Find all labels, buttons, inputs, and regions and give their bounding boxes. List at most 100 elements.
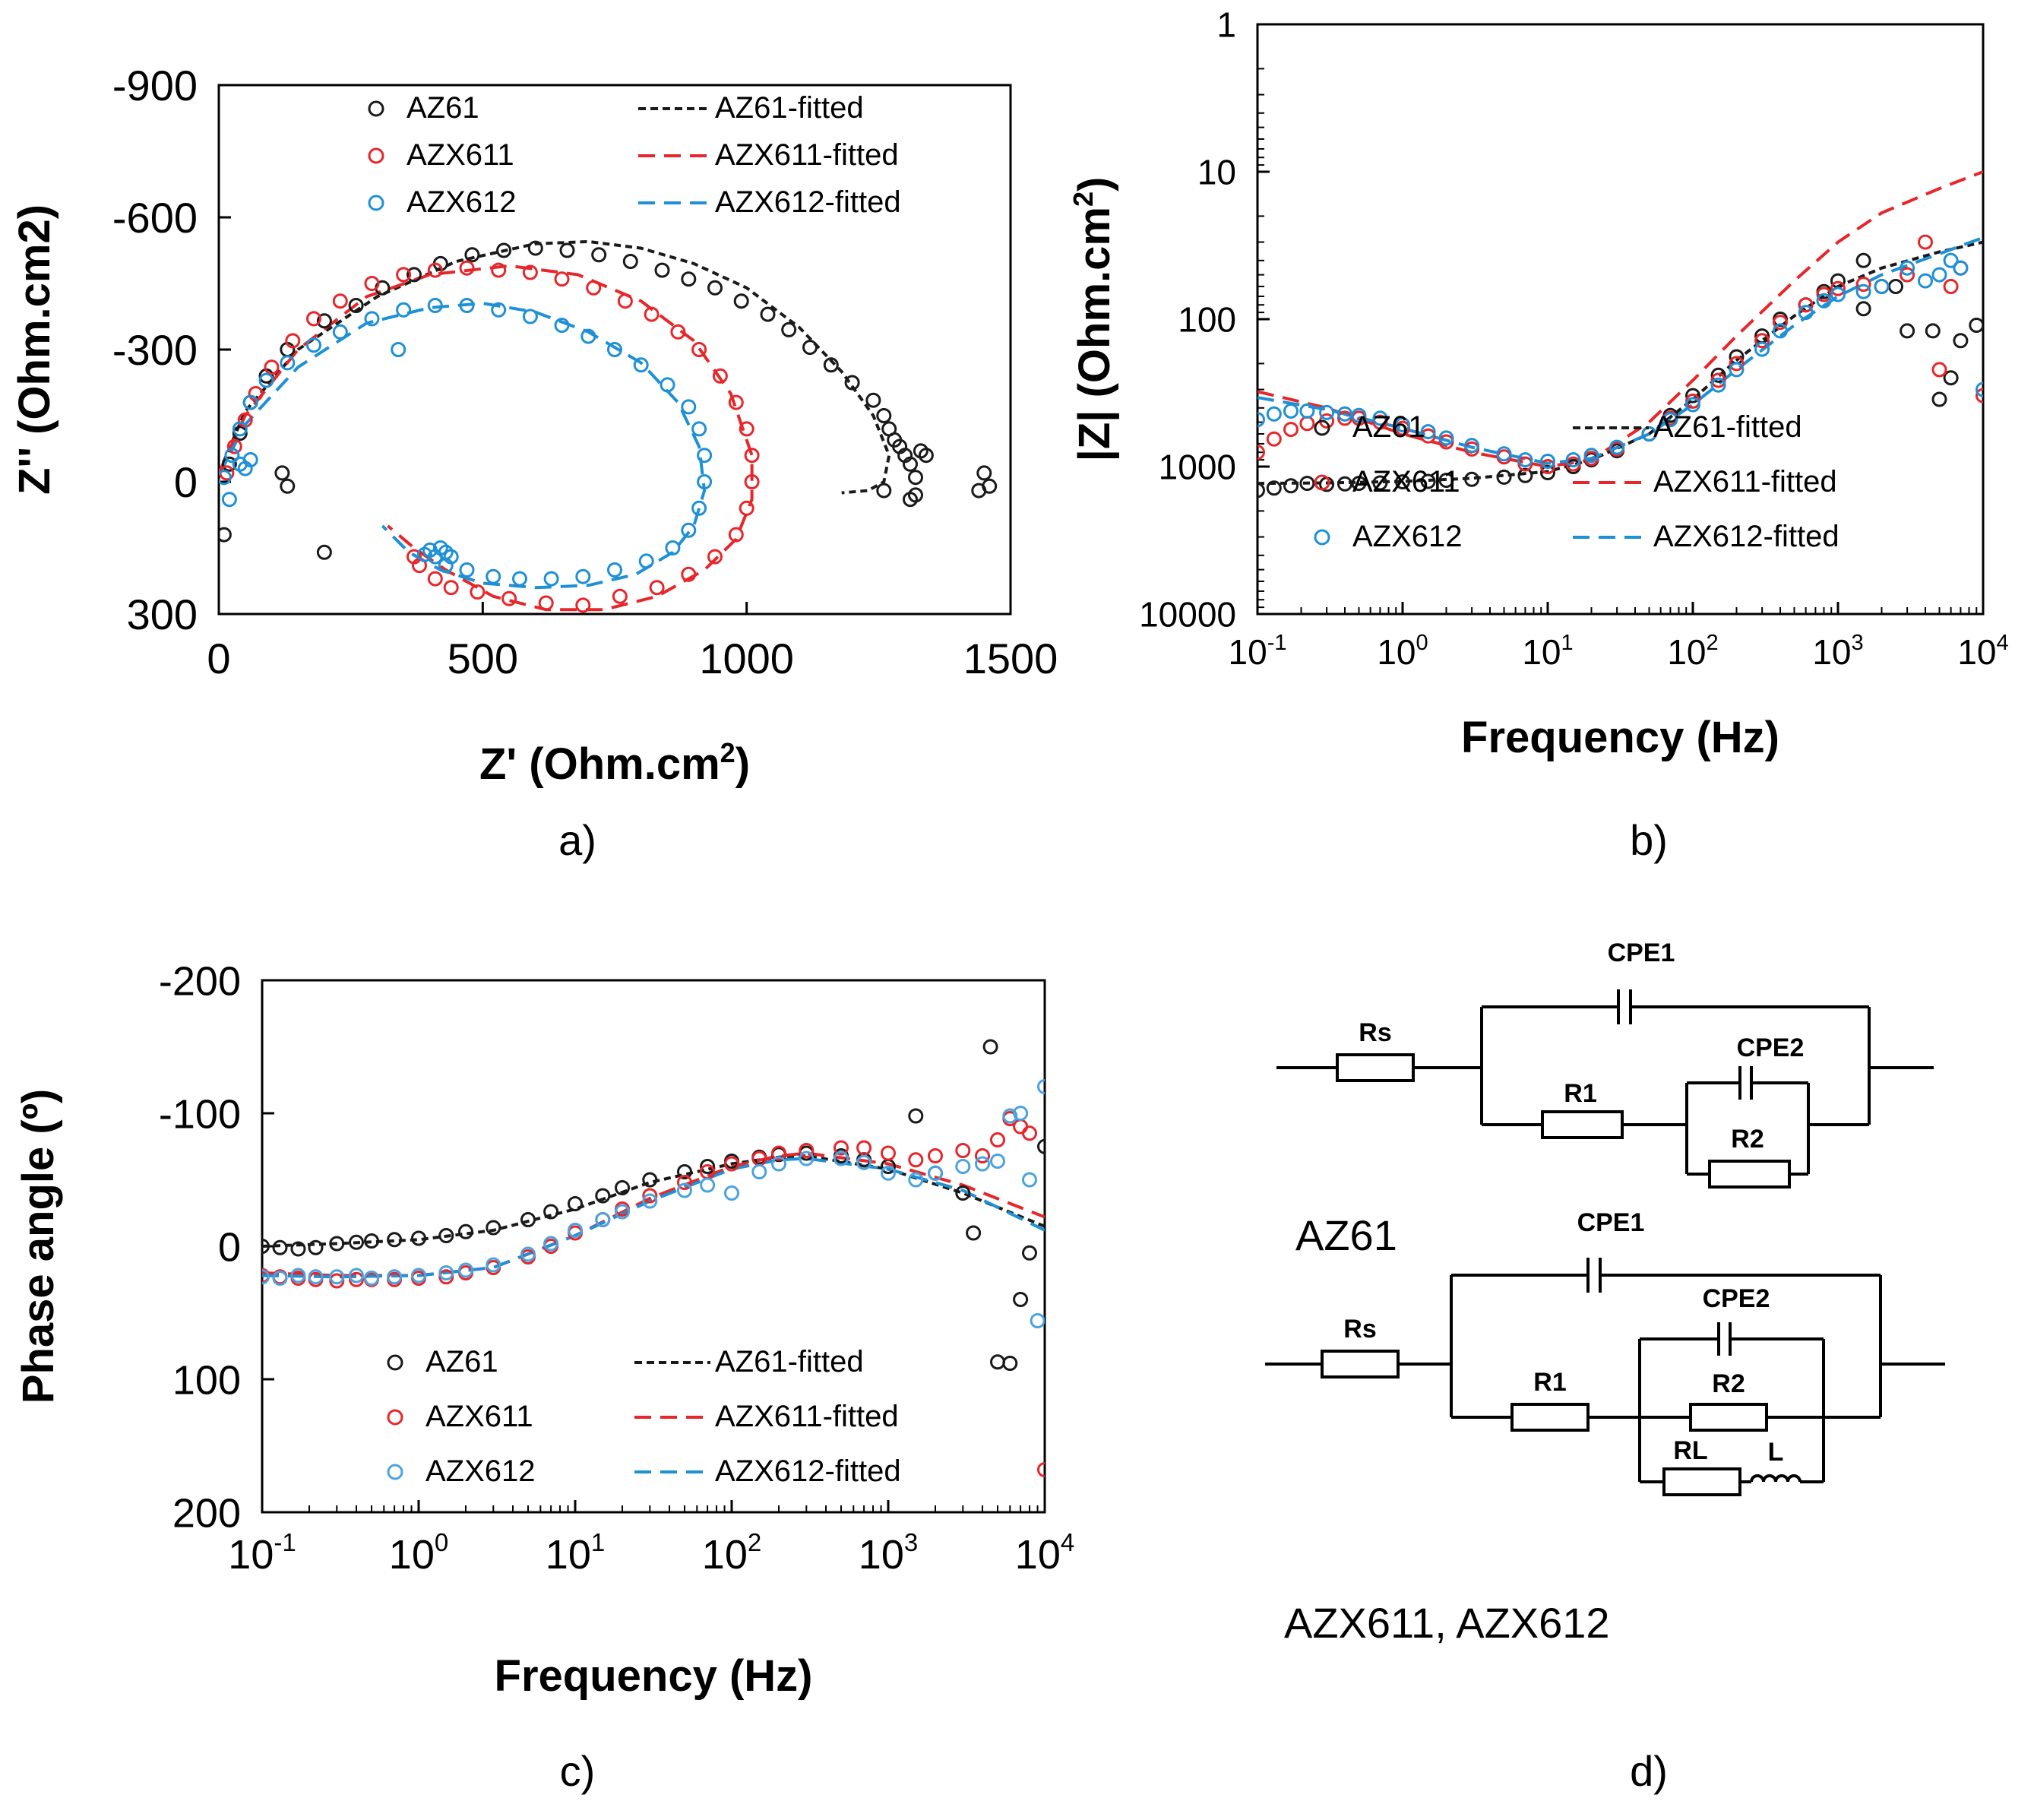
data-point-az61: [464, 247, 480, 263]
data-point-azx612: [1337, 406, 1352, 422]
panel-label-a: a): [558, 816, 596, 864]
data-point-az61: [802, 340, 818, 356]
data-point-azx611: [677, 1175, 692, 1190]
data-point-azx612: [364, 311, 380, 327]
data-point-az61: [876, 483, 892, 499]
data-point-az61: [543, 1204, 559, 1220]
y-tick-label: 100: [172, 1357, 241, 1403]
x-axis-title: Frequency (Hz): [1461, 713, 1779, 762]
data-point-azx612: [1013, 1106, 1029, 1121]
data-point-azx611: [928, 1148, 943, 1163]
legend-label: AZX612-fitted: [715, 185, 901, 219]
y-tick-label: 10: [1197, 153, 1236, 192]
data-point-az61: [1855, 252, 1871, 268]
data-point-az61: [1943, 370, 1959, 386]
data-point-az61: [615, 1180, 630, 1195]
x-tick-label: 10-1: [1229, 631, 1287, 672]
data-point-azx612: [232, 421, 248, 437]
y-tick-label: 200: [172, 1490, 241, 1536]
data-point-azx611: [1299, 416, 1315, 432]
label-cpe2: CPE2: [1703, 1284, 1770, 1313]
data-point-azx612: [691, 500, 707, 516]
data-point-azx612: [491, 302, 507, 318]
data-point-azx612: [543, 1236, 559, 1252]
data-point-azx612: [681, 399, 697, 415]
legend-label: AZ61: [406, 91, 479, 125]
data-point-azx611: [443, 580, 459, 596]
circuit-title-azx: AZX611, AZX612: [1284, 1599, 1610, 1647]
legend-label: AZX612-fitted: [1653, 520, 1839, 553]
data-point-azx612: [1517, 452, 1533, 468]
data-point-azx612: [543, 571, 559, 587]
data-point-azx612: [660, 377, 675, 393]
data-point-az61: [329, 1236, 345, 1252]
resistor-rs: [1321, 1350, 1400, 1378]
data-layer: [219, 239, 998, 613]
resistor-r2: [1708, 1160, 1791, 1189]
data-point-azx612: [258, 372, 274, 388]
data-point-azx611: [427, 571, 443, 587]
data-point-azx612: [438, 1265, 454, 1280]
legend-marker: [1314, 474, 1330, 491]
data-point-az61: [1037, 1138, 1045, 1154]
data-point-azx612: [520, 1246, 536, 1262]
data-point-az61: [1283, 478, 1299, 494]
legend-label: AZX611: [425, 1400, 533, 1433]
label-r1: R1: [1564, 1079, 1596, 1108]
data-point-az61: [1395, 474, 1410, 490]
data-point-azx612: [486, 1257, 501, 1273]
y-tick-label: 0: [218, 1224, 241, 1270]
data-point-azx611: [712, 368, 728, 384]
data-point-az61: [411, 1230, 426, 1246]
data-point-azx612: [975, 1156, 990, 1172]
data-point-azx611: [349, 1271, 364, 1287]
legend-label: AZX611-fitted: [715, 138, 899, 172]
x-tick-label: 101: [1522, 631, 1573, 672]
data-point-azx612: [242, 394, 258, 410]
data-point-azx611: [739, 500, 754, 516]
x-tick-label: 103: [859, 1528, 918, 1578]
data-point-azx611: [1830, 280, 1846, 296]
data-point-az61: [438, 1228, 454, 1243]
data-point-azx611: [438, 1269, 454, 1285]
data-point-azx612: [691, 421, 707, 437]
fit-line-azx611-fitted: [262, 1151, 1045, 1277]
data-point-azx611: [406, 549, 422, 565]
data-point-azx612: [1372, 410, 1388, 426]
legend-label: AZ61: [1352, 410, 1425, 444]
data-point-azx612: [642, 1193, 658, 1209]
data-point-azx611: [799, 1143, 815, 1158]
data-point-azx612: [1931, 267, 1947, 283]
data-point-az61: [865, 392, 881, 408]
data-point-azx612: [512, 571, 527, 587]
data-point-azx612: [1900, 260, 1915, 276]
data-point-azx612: [856, 1154, 872, 1170]
x-tick-label: 100: [389, 1528, 448, 1578]
data-point-az61: [1372, 475, 1388, 491]
data-point-azx611: [681, 566, 697, 582]
data-point-azx611: [744, 448, 760, 464]
data-point-az61: [568, 1196, 583, 1211]
data-point-az61: [364, 1233, 379, 1249]
data-point-azx612: [486, 568, 501, 584]
data-point-azx612: [396, 302, 412, 318]
data-point-azx611: [1773, 315, 1788, 331]
data-point-azx611: [1565, 456, 1581, 472]
data-point-azx612: [665, 540, 681, 555]
data-point-az61: [1257, 483, 1265, 499]
plot-frame: [261, 979, 1046, 1514]
data-point-azx612: [1729, 362, 1745, 378]
data-point-azx611: [990, 1132, 1005, 1147]
data-point-az61: [1464, 471, 1480, 487]
data-layer: [1257, 170, 1983, 499]
data-point-azx611: [1283, 422, 1299, 438]
data-point-azx612: [834, 1151, 849, 1166]
y-tick-label: -600: [112, 194, 198, 242]
x-tick-label: 104: [1015, 1528, 1074, 1578]
data-point-azx611: [538, 595, 554, 611]
y-tick-label: 10000: [1139, 595, 1236, 635]
data-point-az61: [1517, 467, 1533, 483]
data-point-az61: [1013, 1292, 1029, 1307]
data-point-azx612: [1710, 377, 1726, 393]
data-point-azx612: [422, 542, 438, 558]
